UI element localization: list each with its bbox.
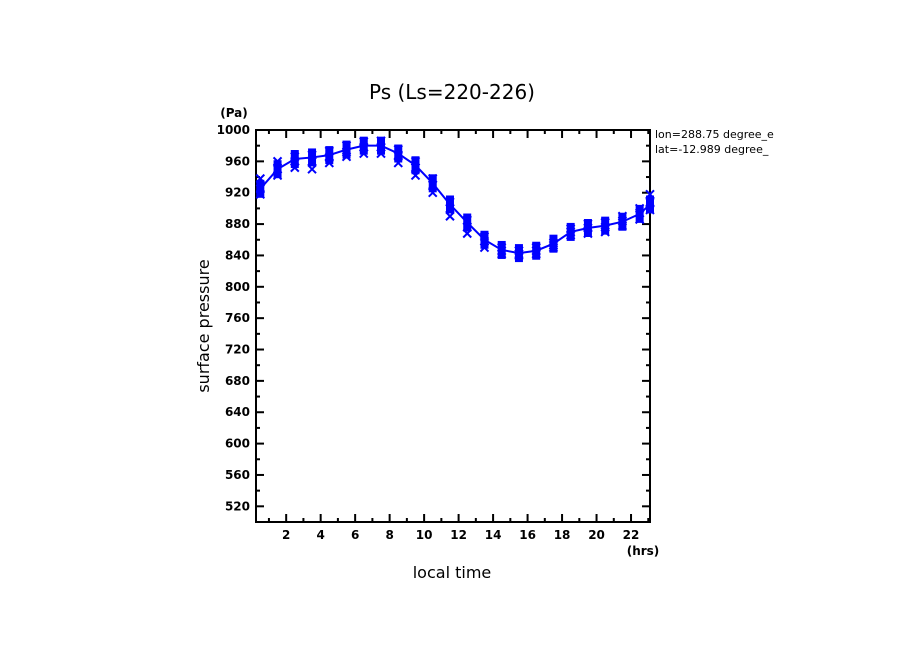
x-tick-label: 18: [554, 528, 571, 542]
y-tick-label: 560: [225, 468, 250, 482]
y-tick-label: 840: [225, 248, 250, 262]
data-point-cluster: [256, 179, 265, 198]
data-point-cluster: [463, 213, 472, 232]
data-point-cluster: [325, 146, 334, 165]
data-point-cluster: [359, 136, 368, 155]
x-tick-label: 12: [450, 528, 467, 542]
y-tick-label: 640: [225, 405, 250, 419]
x-tick-label: 22: [623, 528, 640, 542]
chart-title: Ps (Ls=220-226): [369, 80, 535, 104]
x-tick-label: 4: [316, 528, 324, 542]
x-tick-label: 6: [351, 528, 359, 542]
data-point-cluster: [273, 160, 282, 179]
annotation-lon: lon=288.75 degree_e: [655, 128, 774, 141]
data-point-cluster: [377, 136, 386, 155]
x-tick-label: 14: [485, 528, 502, 542]
x-tick-label: 2: [282, 528, 290, 542]
y-tick-label: 520: [225, 499, 250, 513]
y-axis-label: surface pressure: [194, 259, 213, 392]
y-tick-label: 960: [225, 154, 250, 168]
y-tick-label: 920: [225, 186, 250, 200]
data-point-cluster: [583, 219, 592, 237]
data-point-cluster: [618, 212, 627, 231]
y-tick-label: 1000: [217, 123, 250, 137]
y-tick-label: 600: [225, 437, 250, 451]
annotation-clip: [779, 125, 904, 160]
data-point-cluster: [646, 195, 654, 214]
x-tick-label: 10: [416, 528, 433, 542]
data-point-cluster: [635, 204, 644, 223]
y-tick-label: 760: [225, 311, 250, 325]
data-point-marker: [445, 211, 455, 221]
annotation-lat: lat=-12.989 degree_: [655, 143, 769, 156]
data-point-cluster: [549, 234, 558, 253]
data-point-cluster: [342, 140, 351, 159]
y-unit-label: (Pa): [220, 106, 248, 120]
x-tick-label: 8: [385, 528, 393, 542]
x-axis-label: local time: [413, 563, 492, 582]
x-tick-label: 16: [519, 528, 536, 542]
y-tick-label: 880: [225, 217, 250, 231]
data-point-cluster: [394, 144, 403, 163]
marker-stroke: [307, 164, 317, 174]
data-point-cluster: [428, 174, 437, 193]
y-tick-label: 680: [225, 374, 250, 388]
data-point-cluster: [445, 195, 454, 214]
data-point-cluster: [514, 244, 523, 263]
x-unit-label: (hrs): [627, 544, 660, 558]
y-tick-label: 720: [225, 343, 250, 357]
data-point-cluster: [411, 156, 420, 175]
marker-stroke: [445, 211, 455, 221]
data-point-marker: [307, 164, 317, 174]
data-point-cluster: [480, 230, 489, 249]
data-point-cluster: [308, 148, 317, 167]
data-point-cluster: [566, 222, 575, 241]
x-tick-label: 20: [588, 528, 605, 542]
data-point-cluster: [532, 241, 541, 260]
y-tick-label: 800: [225, 280, 250, 294]
data-point-cluster: [290, 150, 299, 169]
data-point-cluster: [601, 216, 610, 235]
plot-frame: [255, 129, 651, 523]
data-point-cluster: [497, 240, 506, 259]
